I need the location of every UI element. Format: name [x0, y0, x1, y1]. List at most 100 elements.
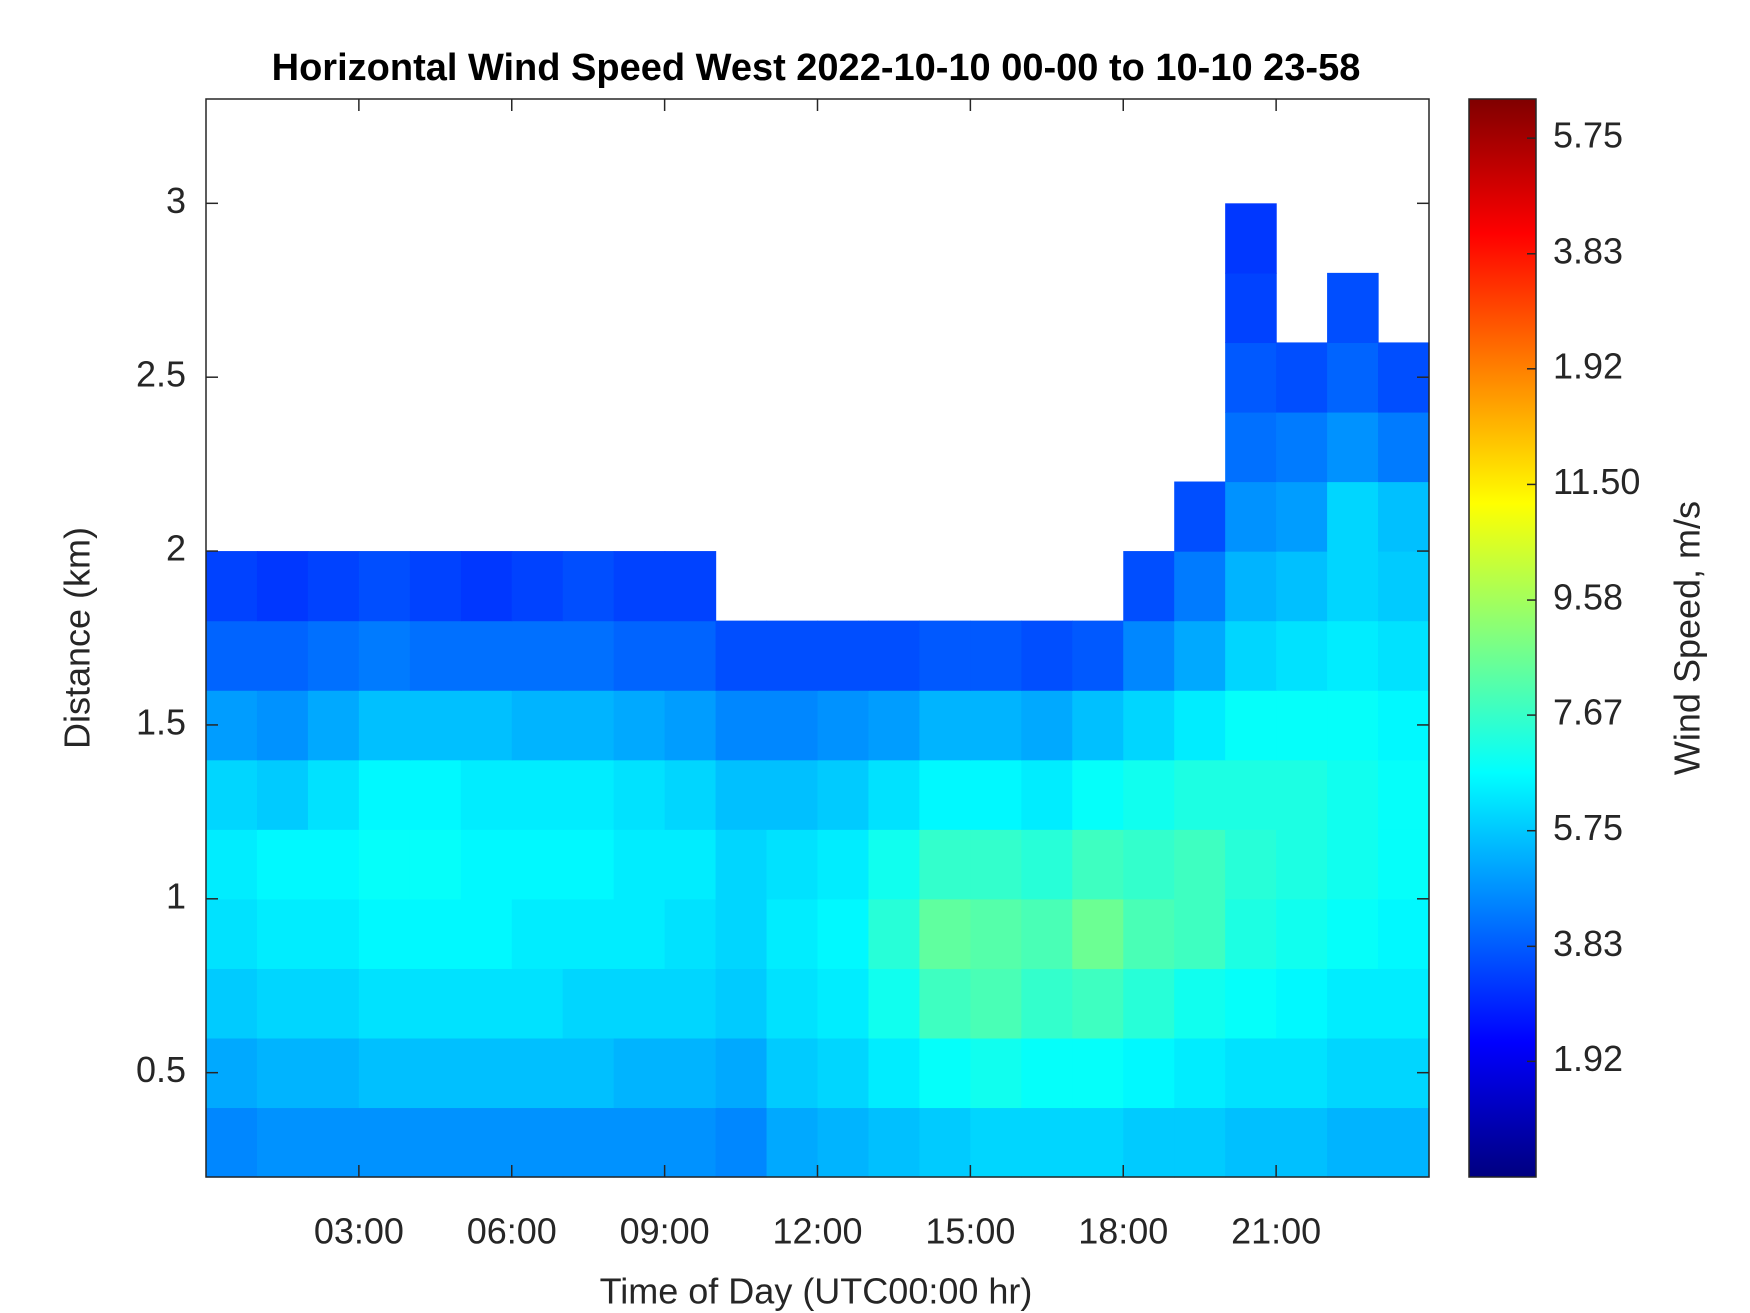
heatmap-cell: [511, 829, 564, 900]
heatmap-cell: [206, 551, 258, 622]
heatmap-cell: [460, 829, 513, 900]
heatmap-cell: [1327, 620, 1379, 691]
heatmap-cell: [1276, 759, 1328, 830]
heatmap-cell: [1174, 1037, 1226, 1109]
heatmap-cell: [664, 898, 717, 969]
heatmap-cell: [1225, 898, 1277, 969]
heatmap-cell: [970, 968, 1022, 1039]
heatmap-cell: [1378, 481, 1430, 552]
heatmap-cell: [1225, 829, 1277, 900]
colorbar-tick-label: 3.83: [1553, 923, 1623, 964]
heatmap-cell: [1072, 829, 1124, 900]
heatmap-cell: [817, 829, 870, 900]
colorbar-tick-label: 7.67: [1553, 692, 1623, 733]
heatmap-cell: [1276, 690, 1328, 761]
heatmap-cell: [460, 759, 513, 830]
heatmap-cell: [715, 898, 768, 969]
heatmap-cell: [613, 1037, 666, 1109]
heatmap-cell: [766, 829, 819, 900]
heatmap-cell: [817, 759, 870, 830]
y-tick-label: 2.5: [136, 354, 186, 395]
heatmap-cell: [409, 1107, 462, 1178]
heatmap-cell: [766, 898, 819, 969]
heatmap-cell: [970, 759, 1022, 830]
heatmap-cell: [1174, 551, 1226, 622]
heatmap-cell: [460, 968, 513, 1039]
heatmap-cell: [817, 898, 870, 969]
heatmap-cell: [562, 690, 615, 761]
heatmap-cell: [409, 968, 462, 1039]
heatmap-cell: [1327, 342, 1379, 413]
heatmap-cell: [256, 759, 309, 830]
heatmap-cell: [1123, 829, 1175, 900]
heatmap-cell: [1327, 272, 1379, 344]
heatmap-cell: [1072, 1037, 1124, 1109]
heatmap-cell: [664, 1107, 717, 1178]
heatmap-cell: [1276, 898, 1328, 969]
heatmap-cell: [919, 898, 971, 969]
heatmap-cell: [562, 1037, 615, 1109]
x-axis-label: Time of Day (UTC00:00 hr): [600, 1271, 1033, 1312]
x-tick-label: 06:00: [467, 1211, 557, 1252]
heatmap-cell: [562, 968, 615, 1039]
heatmap-cell: [1225, 272, 1277, 344]
heatmap-cell: [613, 968, 666, 1039]
heatmap-cell: [1072, 968, 1124, 1039]
heatmap-cell: [511, 690, 564, 761]
x-tick-label: 09:00: [620, 1211, 710, 1252]
heatmap-cell: [766, 759, 819, 830]
heatmap-cell: [1123, 551, 1175, 622]
heatmap-cell: [460, 620, 513, 691]
heatmap-cell: [307, 759, 360, 830]
heatmap-cell: [613, 620, 666, 691]
heatmap-cell: [970, 898, 1022, 969]
y-tick-label: 2: [166, 528, 186, 569]
colorbar: [1468, 98, 1537, 1178]
heatmap-cell: [409, 829, 462, 900]
heatmap-cell: [919, 968, 971, 1039]
heatmap-cell: [206, 898, 258, 969]
y-tick-label: 1: [166, 875, 186, 916]
heatmap-cell: [1327, 898, 1379, 969]
heatmap-cell: [715, 1037, 768, 1109]
heatmap-cell: [1327, 829, 1379, 900]
heatmap-cell: [307, 1107, 360, 1178]
heatmap-cell: [868, 690, 921, 761]
heatmap-cell: [307, 898, 360, 969]
heatmap-cell: [1378, 551, 1430, 622]
colorbar-tick-label: 9.58: [1553, 577, 1623, 618]
heatmap-cell: [970, 829, 1022, 900]
heatmap-cell: [1021, 898, 1073, 969]
heatmap-cell: [1327, 968, 1379, 1039]
heatmap-cell: [562, 898, 615, 969]
heatmap-cell: [1225, 1037, 1277, 1109]
heatmap-cell: [970, 620, 1022, 691]
heatmap-cell: [766, 1037, 819, 1109]
chart-title: Horizontal Wind Speed West 2022-10-10 00…: [272, 47, 1361, 89]
heatmap-cell: [358, 620, 411, 691]
heatmap-cell: [307, 690, 360, 761]
heatmap-cell: [1225, 411, 1277, 483]
heatmap-cell: [409, 759, 462, 830]
heatmap-cell: [1378, 411, 1430, 483]
x-tick-label: 21:00: [1231, 1211, 1321, 1252]
colorbar-tick-label: 5.75: [1553, 807, 1623, 848]
heatmap-cell: [460, 551, 513, 622]
heatmap-cell: [1123, 898, 1175, 969]
heatmap-cell: [1174, 968, 1226, 1039]
heatmap-cell: [970, 1107, 1022, 1178]
heatmap-cell: [715, 968, 768, 1039]
heatmap-cell: [1276, 342, 1328, 413]
heatmap-cell: [1276, 1107, 1328, 1178]
heatmap-cell: [613, 759, 666, 830]
heatmap-cell: [868, 1107, 921, 1178]
heatmap-cell: [1072, 1107, 1124, 1178]
heatmap-cell: [1378, 968, 1430, 1039]
heatmap-cell: [1021, 1037, 1073, 1109]
heatmap-cell: [1123, 620, 1175, 691]
heatmap-cell: [1021, 829, 1073, 900]
heatmap-cell: [715, 759, 768, 830]
heatmap-cell: [511, 551, 564, 622]
heatmap-cell: [613, 1107, 666, 1178]
